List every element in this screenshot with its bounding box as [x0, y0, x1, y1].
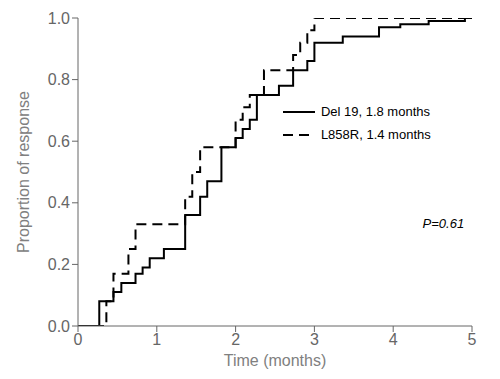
svg-text:0.6: 0.6: [48, 133, 70, 150]
svg-text:0.2: 0.2: [48, 256, 70, 273]
svg-text:Time (months): Time (months): [224, 352, 327, 369]
svg-text:5: 5: [468, 331, 477, 348]
html-text:Del 19, 1.8 months: Del 19, 1.8 months: [320, 104, 430, 120]
svg-text:3: 3: [310, 331, 319, 348]
html-text:L858R, 1.4 months: L858R, 1.4 months: [320, 127, 431, 143]
svg-text:2: 2: [231, 331, 240, 348]
svg-text:0: 0: [74, 331, 83, 348]
svg-text:Proportion of response: Proportion of response: [15, 91, 32, 253]
svg-text:1: 1: [152, 331, 161, 348]
svg-text:4: 4: [389, 331, 398, 348]
html-text:P=0.61: P=0.61: [422, 216, 465, 232]
svg-text:0.0: 0.0: [48, 318, 70, 335]
svg-text:0.8: 0.8: [48, 71, 70, 88]
svg-text:1.0: 1.0: [48, 10, 70, 27]
svg-text:0.4: 0.4: [48, 194, 70, 211]
